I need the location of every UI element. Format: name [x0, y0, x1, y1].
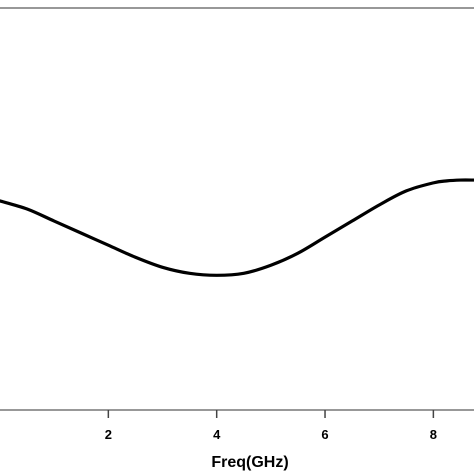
x-axis-ticks — [107, 410, 435, 418]
x-tick-label: 8 — [430, 427, 437, 442]
x-axis-tick-labels: 2 4 6 8 — [105, 427, 437, 442]
series-line — [0, 178, 474, 277]
x-tick-label: 6 — [321, 427, 328, 442]
x-tick-label: 4 — [213, 427, 221, 442]
x-tick-label: 2 — [105, 427, 112, 442]
x-axis-title: Freq(GHz) — [211, 454, 288, 471]
